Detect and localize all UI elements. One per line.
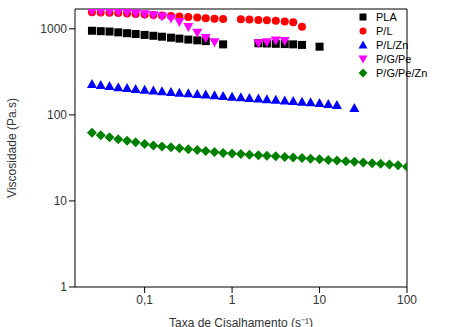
html-text:P/G/Pe/Zn: P/G/Pe/Zn [376,67,428,79]
html-text:P/G/Pe: P/G/Pe [376,53,412,65]
svg-text:1: 1 [60,280,67,294]
svg-text:10: 10 [313,293,327,307]
svg-text:1: 1 [229,293,236,307]
svg-text:10: 10 [54,194,68,208]
svg-text:Viscosidade (Pa.s): Viscosidade (Pa.s) [8,98,19,198]
svg-text:1000: 1000 [40,22,67,36]
svg-text:100: 100 [397,293,417,307]
svg-text:Taxa de Cisalhamento (s⁻¹): Taxa de Cisalhamento (s⁻¹) [169,316,313,327]
html-text:PLA: PLA [376,11,397,23]
html-text:P/L: P/L [376,25,393,37]
svg-text:100: 100 [47,108,67,122]
html-text:P/L/Zn: P/L/Zn [376,39,409,51]
svg-text:0,1: 0,1 [136,293,153,307]
